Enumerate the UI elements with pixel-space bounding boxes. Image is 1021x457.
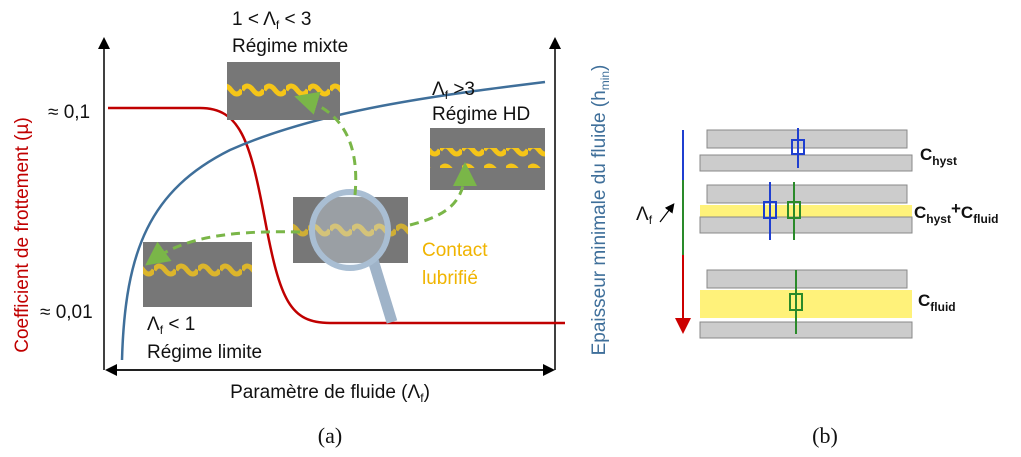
text-part: + xyxy=(951,199,961,218)
text-part: Λ xyxy=(432,79,445,100)
thickness-curve xyxy=(120,80,546,361)
text-part: Λ xyxy=(147,314,160,335)
caption: (b) xyxy=(812,423,838,448)
text-part: C xyxy=(961,203,973,222)
text-part: C xyxy=(920,145,932,164)
text-part: C xyxy=(914,203,926,222)
subscript: fluid xyxy=(973,212,998,226)
subscript: f xyxy=(445,88,449,102)
surface-images xyxy=(143,62,545,324)
regime-name: Régime HD xyxy=(432,104,530,125)
x-axis-label: Paramètre de fluide (Λf) xyxy=(230,382,430,405)
contact-label: Contact xyxy=(422,240,488,261)
regime-condition: Λf < 1 xyxy=(147,314,195,337)
text-part: < 1 xyxy=(163,314,195,335)
y-axis-left: Coefficient de frottement (µ) xyxy=(12,117,33,353)
arrows xyxy=(145,91,477,266)
regime-name: Régime mixte xyxy=(232,36,348,57)
axes xyxy=(98,37,561,376)
lambda-axis xyxy=(659,130,691,334)
regime-condition: Λf >3 xyxy=(432,79,475,102)
subscript: hyst xyxy=(926,212,951,226)
text-part: C xyxy=(918,291,930,310)
contribution-label: Cfluid xyxy=(918,291,956,314)
subscript: hyst xyxy=(932,154,957,168)
y-tick: ≈ 0,01 xyxy=(40,302,93,323)
contact-schemes xyxy=(699,128,913,339)
caption: (a) xyxy=(318,423,342,448)
y-tick: ≈ 0,1 xyxy=(48,102,90,123)
text-part: 1 < Λ xyxy=(232,9,276,30)
regime-condition: 1 < Λf < 3 xyxy=(232,9,311,32)
lambda-label: Λf xyxy=(636,204,653,227)
contribution-label: Chyst+Cfluid xyxy=(914,199,999,226)
subscript: f xyxy=(276,18,280,32)
contribution-label: Chyst xyxy=(920,145,957,168)
text-part: >3 xyxy=(448,79,475,100)
contact-label: lubrifié xyxy=(422,268,478,289)
subscript: fluid xyxy=(930,300,955,314)
regime-name: Régime limite xyxy=(147,342,262,363)
text-part: < 3 xyxy=(279,9,311,30)
friction-curve xyxy=(108,106,565,325)
subscript: f xyxy=(160,323,164,337)
y-axis-right: Epaisseur minimale du fluide (hmin) xyxy=(589,65,612,356)
